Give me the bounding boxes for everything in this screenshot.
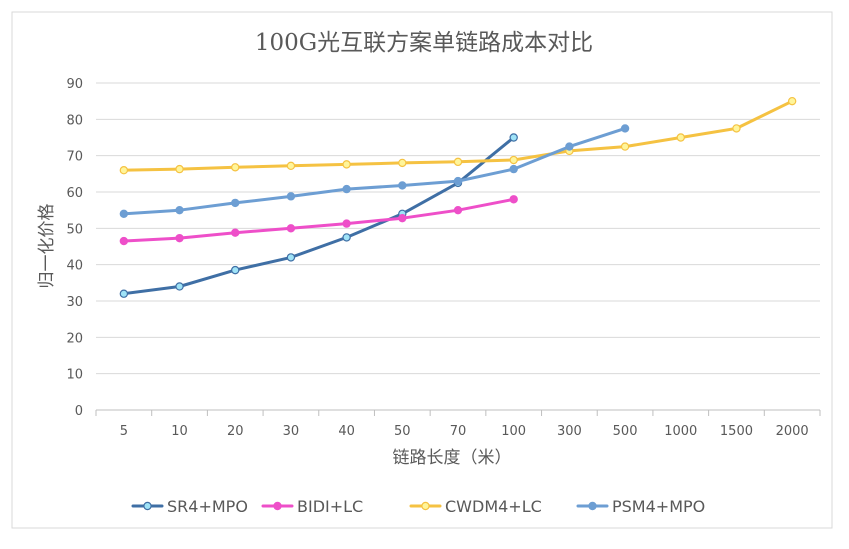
data-point-psm4-mpo (286, 192, 296, 201)
x-tick-label: 30 (283, 424, 300, 439)
y-axis-label: 归一化价格 (37, 204, 57, 289)
data-point-psm4-mpo (620, 124, 630, 133)
y-tick-label: 10 (66, 368, 83, 383)
data-point-psm4-mpo (565, 142, 574, 151)
y-tick-label: 60 (66, 186, 83, 201)
data-point-bidi-lc (231, 228, 240, 237)
data-point-cwdm4-lc (342, 160, 351, 169)
legend-marker-psm4-mpo (588, 501, 597, 511)
y-axis-ticks: 0 10 20 30 40 50 60 70 80 90 (66, 77, 83, 419)
data-point-psm4-mpo (175, 205, 184, 215)
data-point-psm4-mpo (231, 198, 240, 208)
data-point-bidi-lc (175, 233, 184, 243)
data-point-bidi-lc (342, 219, 351, 228)
legend-label-sr4-mpo: SR4+MPO (167, 497, 248, 516)
data-point-cwdm4-lc (509, 155, 518, 165)
x-tick-label: 1500 (720, 424, 753, 439)
y-tick-label: 50 (66, 222, 83, 237)
y-tick-label: 90 (66, 77, 83, 92)
legend-label-cwdm4-lc: CWDM4+LC (445, 497, 542, 516)
legend-label-bidi-lc: BIDI+LC (297, 497, 363, 516)
x-tick-label: 70 (450, 424, 467, 439)
data-point-psm4-mpo (342, 184, 351, 194)
legend-label-psm4-mpo: PSM4+MPO (612, 497, 705, 516)
data-point-sr4-mpo (342, 233, 351, 242)
x-tick-label: 2000 (776, 424, 809, 439)
data-point-sr4-mpo (231, 265, 240, 275)
data-point-psm4-mpo (119, 209, 129, 218)
data-point-psm4-mpo (509, 164, 518, 174)
data-point-cwdm4-lc (620, 142, 630, 151)
data-point-cwdm4-lc (231, 163, 240, 172)
series-line-psm4-mpo (122, 126, 627, 216)
series-line-sr4-mpo (122, 136, 516, 296)
legend-marker-cwdm4-lc (421, 501, 430, 511)
y-tick-label: 70 (66, 150, 83, 165)
y-tick-label: 80 (66, 113, 83, 128)
data-point-bidi-lc (119, 236, 129, 246)
y-tick-label: 0 (75, 404, 83, 419)
series-line-bidi-lc (122, 197, 516, 243)
x-tick-label: 40 (338, 424, 355, 439)
data-point-bidi-lc (509, 195, 518, 204)
y-tick-label: 30 (66, 295, 83, 310)
x-tick-label: 20 (227, 424, 244, 439)
legend-marker-sr4-mpo (143, 501, 152, 511)
chart-border (11, 11, 833, 529)
data-point-cwdm4-lc (175, 164, 184, 174)
x-tick-label: 1000 (664, 424, 697, 439)
x-tick-label: 500 (613, 424, 638, 439)
data-point-cwdm4-lc (732, 124, 741, 133)
data-point-sr4-mpo (509, 133, 518, 142)
data-point-cwdm4-lc (398, 158, 407, 168)
chart-title: 100G光互联方案单链路成本对比 (255, 30, 593, 56)
x-tick-label: 5 (120, 424, 128, 439)
data-point-cwdm4-lc (453, 157, 463, 167)
legend: SR4+MPO BIDI+LC CWDM4+LC PSM4+MPO (131, 497, 705, 516)
data-point-cwdm4-lc (787, 96, 797, 106)
data-point-cwdm4-lc (119, 165, 129, 175)
x-axis-ticks: 5 10 20 30 40 50 70 100 300 500 1000 1500 2000 (95, 410, 821, 439)
data-point-sr4-mpo (119, 289, 129, 298)
x-tick-label: 50 (394, 424, 411, 439)
data-point-bidi-lc (286, 224, 296, 233)
data-point-bidi-lc (398, 213, 407, 223)
series-layer (119, 96, 797, 298)
legend-marker-bidi-lc (273, 501, 282, 511)
x-axis-label: 链路长度（米） (393, 448, 512, 468)
x-tick-label: 10 (171, 424, 188, 439)
x-tick-label: 300 (557, 424, 582, 439)
gridlines (96, 82, 820, 411)
y-tick-label: 40 (66, 259, 83, 274)
data-point-cwdm4-lc (676, 133, 685, 142)
x-tick-label: 100 (501, 424, 526, 439)
data-point-bidi-lc (453, 205, 463, 215)
data-point-psm4-mpo (453, 176, 463, 186)
data-point-sr4-mpo (175, 282, 184, 291)
data-point-cwdm4-lc (286, 161, 296, 171)
y-tick-label: 20 (66, 331, 83, 346)
data-point-psm4-mpo (398, 181, 407, 190)
data-point-sr4-mpo (286, 253, 296, 262)
